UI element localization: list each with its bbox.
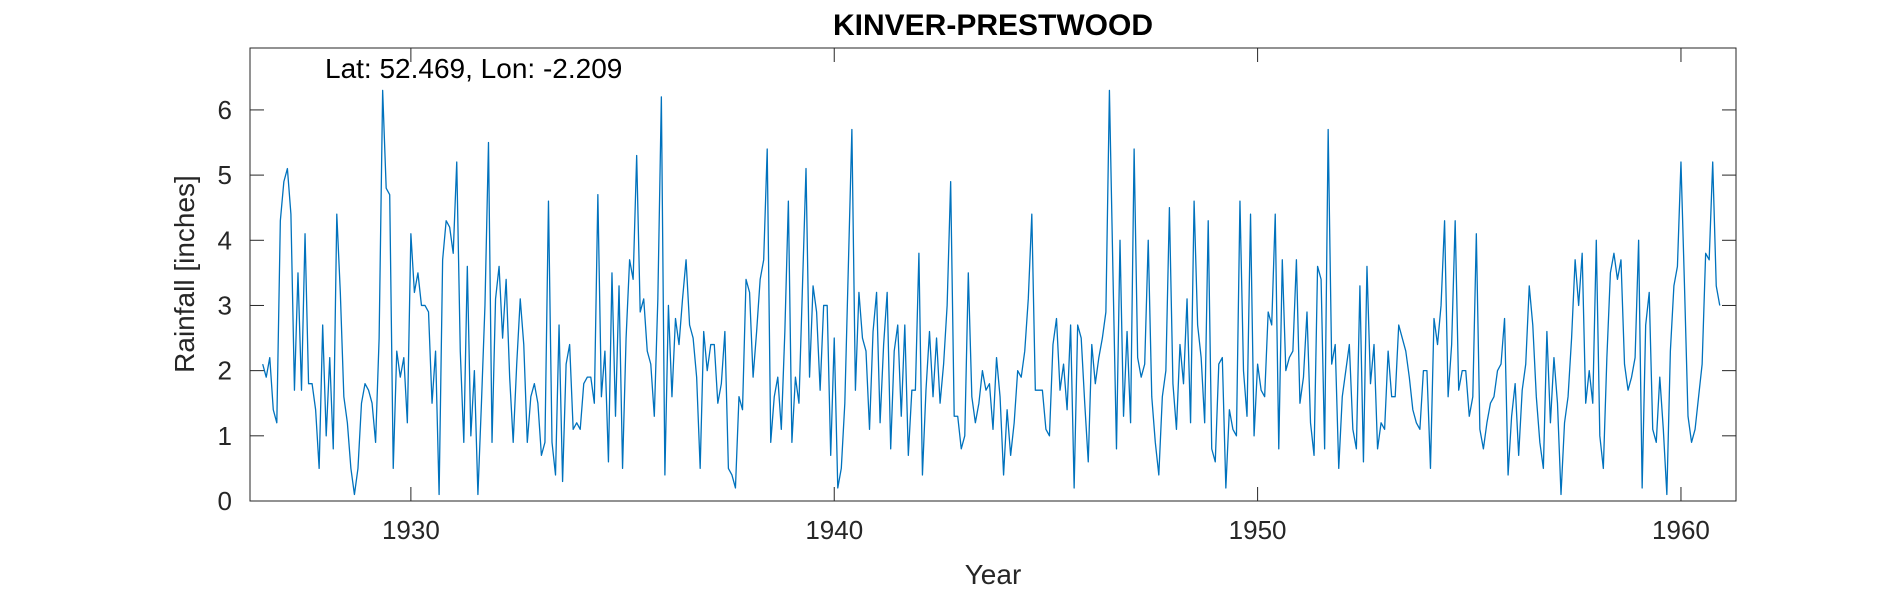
x-tick-label: 1930 <box>382 515 440 545</box>
x-tick-label: 1940 <box>805 515 863 545</box>
y-tick-label: 2 <box>218 356 232 386</box>
x-tick-label: 1960 <box>1652 515 1710 545</box>
y-tick-label: 5 <box>218 160 232 190</box>
y-tick-label: 4 <box>218 225 232 255</box>
y-tick-label: 3 <box>218 290 232 320</box>
chart-title: KINVER-PRESTWOOD <box>833 9 1153 42</box>
y-tick-label: 6 <box>218 95 232 125</box>
y-axis-label: Rainfall [inches] <box>169 175 200 373</box>
y-tick-label: 1 <box>218 421 232 451</box>
location-annotation: Lat: 52.469, Lon: -2.209 <box>325 53 622 84</box>
rainfall-series-line <box>262 89 1721 496</box>
x-tick-label: 1950 <box>1229 515 1287 545</box>
y-tick-label: 0 <box>218 486 232 516</box>
axes-box <box>249 47 1737 502</box>
x-axis-label: Year <box>965 559 1022 590</box>
ticks-layer: 1930 1940 1950 1960 0 1 2 3 4 5 6 <box>218 48 1736 545</box>
